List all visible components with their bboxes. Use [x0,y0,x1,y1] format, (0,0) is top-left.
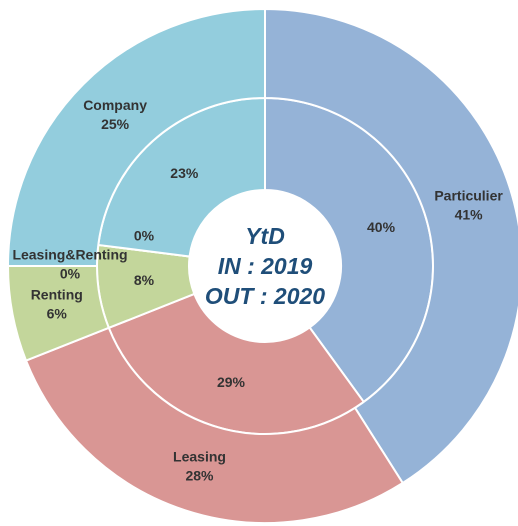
data-label: 23% [170,165,199,181]
category-label: Renting [31,286,83,302]
data-label: 0% [60,266,81,282]
slice [264,7,518,485]
slice [24,326,405,524]
slice [6,7,266,267]
category-label: Company [83,97,147,113]
category-label: Leasing&Renting [12,247,127,263]
data-label: 8% [134,272,155,288]
category-label: Leasing [173,448,226,464]
data-label: 0% [134,227,155,243]
labels: 40% 29% 8% 0% 23% Particulier 41% Leasing 28% Ren… [12,97,503,484]
data-label: 28% [185,467,214,483]
data-label: 29% [217,374,246,390]
center-label: OUT : 2020 [205,283,325,309]
data-label: 40% [367,219,396,235]
center-label: YtD [245,223,285,249]
category-label: Particulier [434,188,503,204]
donut-hole [189,190,341,342]
data-label: 41% [455,207,484,223]
data-label: 25% [101,116,130,132]
rings [6,7,518,524]
center-label: IN : 2019 [218,253,313,279]
data-label: 6% [47,305,68,321]
